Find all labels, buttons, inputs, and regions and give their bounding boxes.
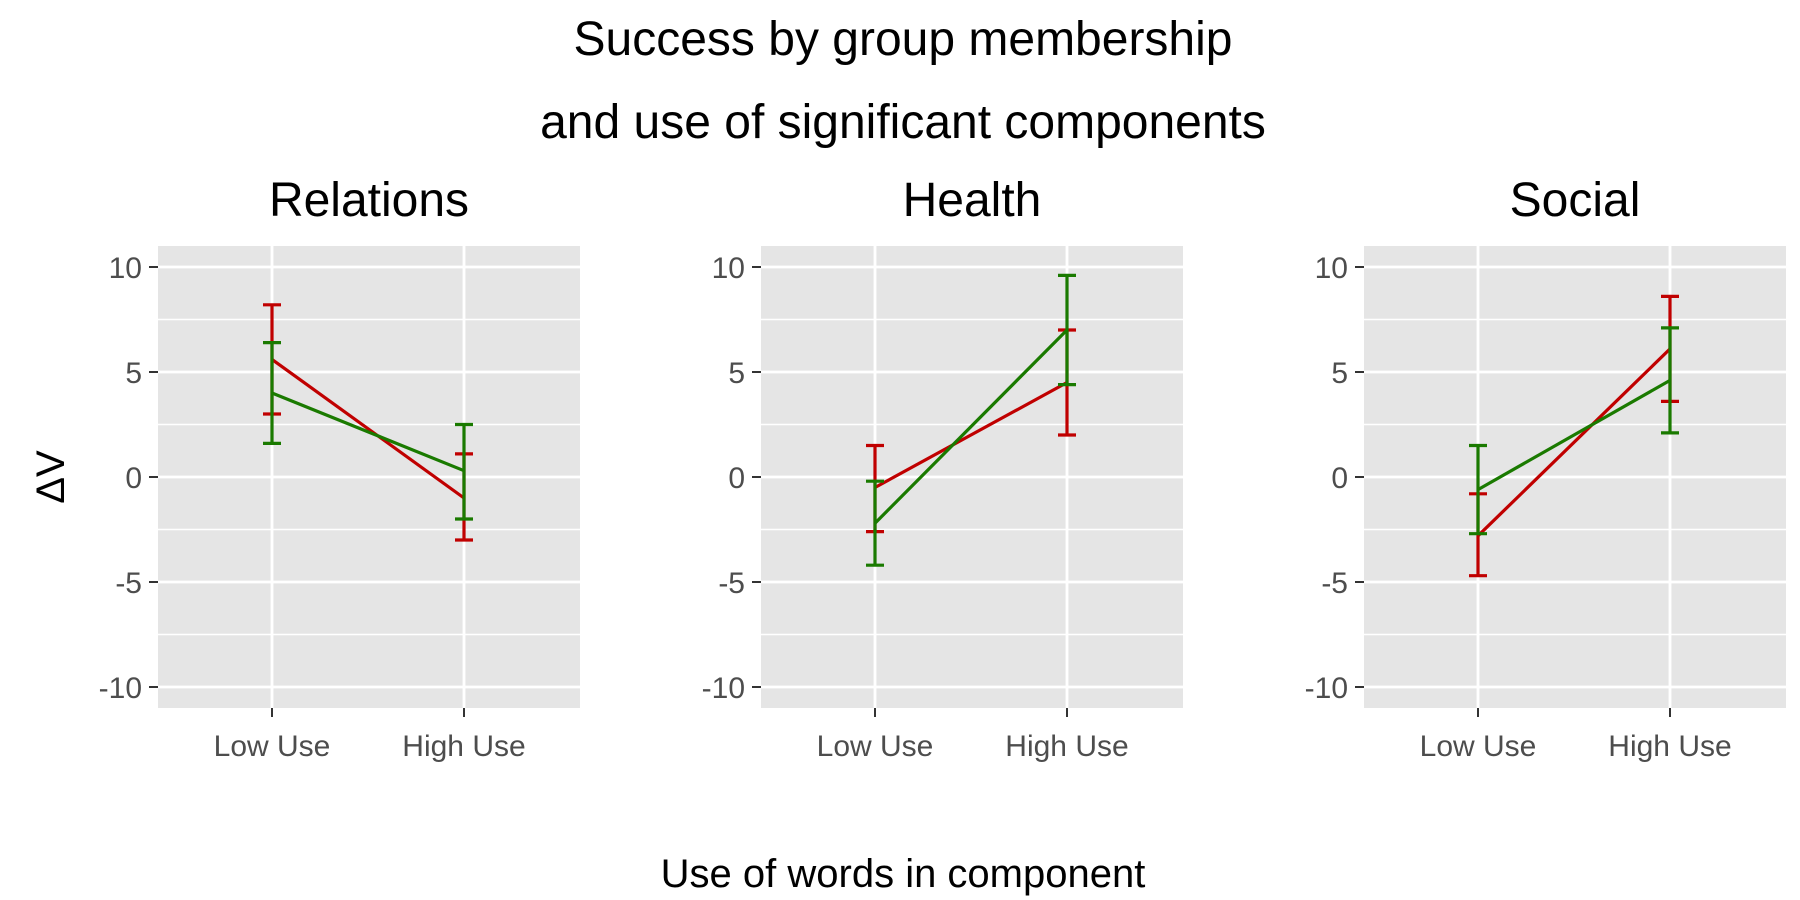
- series-1: [866, 273, 1076, 567]
- series-1: [1469, 326, 1679, 536]
- y-tick-label: 10: [1315, 252, 1348, 285]
- x-tick-label: High Use: [1608, 730, 1731, 763]
- panel-title: Health: [903, 174, 1042, 227]
- chart-title-line-2: and use of significant components: [540, 96, 1266, 149]
- y-tick-label: -10: [1305, 672, 1348, 705]
- y-tick-label: -5: [1321, 567, 1348, 600]
- panel-health: Health -10 -5 0 5 10 Low Use High Use: [702, 174, 1183, 763]
- series-line: [1477, 379, 1671, 491]
- series-line: [873, 328, 1069, 525]
- series-line: [271, 358, 465, 500]
- y-tick-label: 5: [728, 357, 745, 390]
- panel-title: Social: [1510, 174, 1641, 227]
- x-axis-title: Use of words in component: [661, 852, 1146, 896]
- y-axis-title: ΔV: [29, 450, 73, 504]
- y-tick-label: 10: [712, 252, 745, 285]
- x-tick-label: Low Use: [817, 730, 934, 763]
- y-tick-label: 5: [125, 357, 142, 390]
- y-tick-label: -5: [115, 567, 142, 600]
- y-tick-label: 0: [1331, 462, 1348, 495]
- y-tick-label: 5: [1331, 357, 1348, 390]
- chart-title-line-1: Success by group membership: [574, 13, 1233, 66]
- series-line: [271, 391, 465, 473]
- series-1: [263, 341, 473, 521]
- y-tick-label: 10: [109, 252, 142, 285]
- panel-social: Social -10 -5 0 5 10 Low Use High Use: [1305, 174, 1786, 763]
- x-tick-label: Low Use: [214, 730, 331, 763]
- series-line: [1476, 347, 1672, 537]
- y-tick-label: -5: [718, 567, 745, 600]
- panel-relations: Relations -10 -5 0 5 10 Low Use High Use: [99, 174, 580, 763]
- panels-layer: Relations -10 -5 0 5 10 Low Use High Use Health -…: [99, 174, 1786, 763]
- series-line: [874, 381, 1068, 489]
- x-tick-label: High Use: [402, 730, 525, 763]
- y-tick-label: 0: [125, 462, 142, 495]
- y-tick-label: -10: [702, 672, 745, 705]
- panel-title: Relations: [269, 174, 469, 227]
- x-tick-label: High Use: [1005, 730, 1128, 763]
- x-tick-label: Low Use: [1420, 730, 1537, 763]
- y-tick-label: 0: [728, 462, 745, 495]
- y-tick-label: -10: [99, 672, 142, 705]
